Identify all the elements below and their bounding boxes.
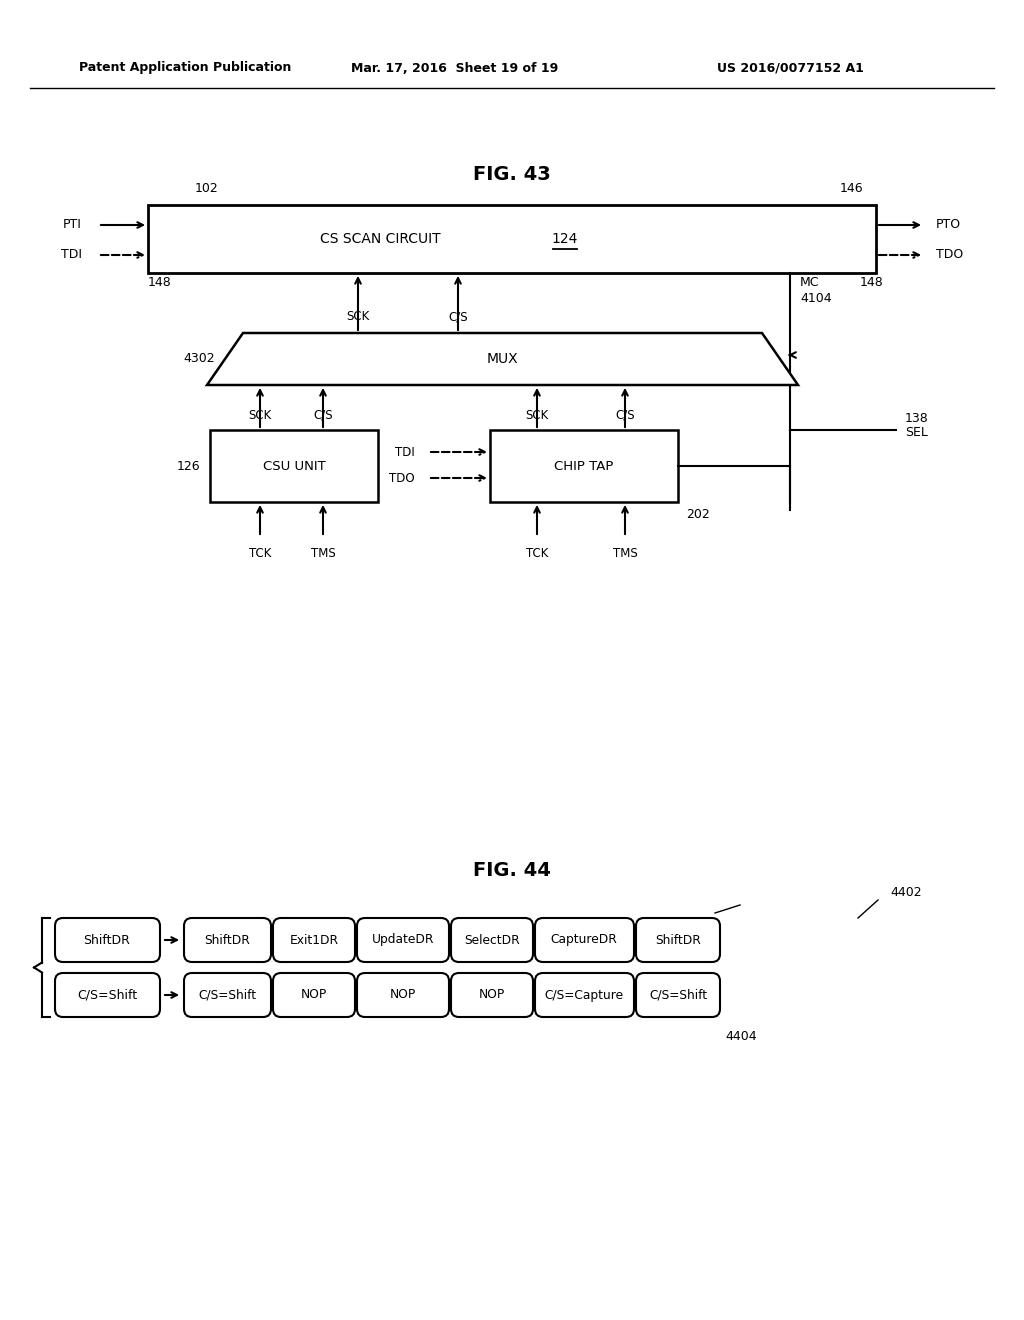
FancyBboxPatch shape	[451, 917, 534, 962]
Text: TMS: TMS	[612, 546, 637, 560]
Text: CHIP TAP: CHIP TAP	[554, 459, 613, 473]
Text: 4104: 4104	[800, 292, 831, 305]
Text: TCK: TCK	[249, 546, 271, 560]
Text: 148: 148	[148, 276, 172, 289]
FancyBboxPatch shape	[273, 917, 355, 962]
Text: TDO: TDO	[936, 248, 964, 261]
FancyBboxPatch shape	[184, 973, 271, 1016]
Text: SEL: SEL	[905, 426, 928, 440]
FancyBboxPatch shape	[451, 973, 534, 1016]
Text: 4404: 4404	[725, 1031, 757, 1044]
Text: Patent Application Publication: Patent Application Publication	[79, 62, 291, 74]
Polygon shape	[207, 333, 798, 385]
Text: TCK: TCK	[525, 546, 548, 560]
Text: 124: 124	[552, 232, 579, 246]
FancyBboxPatch shape	[535, 917, 634, 962]
Text: SCK: SCK	[249, 409, 271, 422]
Text: ShiftDR: ShiftDR	[655, 933, 700, 946]
Text: NOP: NOP	[479, 989, 505, 1002]
Text: PTO: PTO	[936, 219, 962, 231]
Text: 148: 148	[860, 276, 884, 289]
Text: SCK: SCK	[346, 310, 370, 323]
FancyBboxPatch shape	[273, 973, 355, 1016]
Text: ShiftDR: ShiftDR	[84, 933, 130, 946]
Text: C/S: C/S	[449, 310, 468, 323]
Text: UpdateDR: UpdateDR	[372, 933, 434, 946]
Text: 4402: 4402	[890, 886, 922, 899]
Text: C/S=Shift: C/S=Shift	[77, 989, 137, 1002]
Text: C/S: C/S	[615, 409, 635, 422]
FancyBboxPatch shape	[636, 973, 720, 1016]
Text: MC: MC	[800, 276, 819, 289]
FancyBboxPatch shape	[357, 973, 449, 1016]
Text: Mar. 17, 2016  Sheet 19 of 19: Mar. 17, 2016 Sheet 19 of 19	[351, 62, 559, 74]
Text: NOP: NOP	[301, 989, 327, 1002]
Text: Exit1DR: Exit1DR	[290, 933, 339, 946]
Text: C/S=Shift: C/S=Shift	[649, 989, 707, 1002]
Text: TMS: TMS	[310, 546, 336, 560]
FancyBboxPatch shape	[55, 917, 160, 962]
Text: ShiftDR: ShiftDR	[204, 933, 250, 946]
FancyBboxPatch shape	[535, 973, 634, 1016]
Text: 202: 202	[686, 507, 710, 520]
Bar	[148, 205, 876, 273]
Text: TDI: TDI	[395, 446, 415, 458]
Text: FIG. 43: FIG. 43	[473, 165, 551, 185]
FancyBboxPatch shape	[55, 973, 160, 1016]
Text: CaptureDR: CaptureDR	[551, 933, 617, 946]
Text: CS SCAN CIRCUIT: CS SCAN CIRCUIT	[319, 232, 440, 246]
Text: US 2016/0077152 A1: US 2016/0077152 A1	[717, 62, 863, 74]
Text: 146: 146	[840, 181, 863, 194]
Text: 126: 126	[176, 459, 200, 473]
Text: C/S=Shift: C/S=Shift	[198, 989, 256, 1002]
FancyBboxPatch shape	[184, 917, 271, 962]
Text: TDO: TDO	[389, 471, 415, 484]
Text: SelectDR: SelectDR	[464, 933, 520, 946]
Text: MUX: MUX	[486, 352, 518, 366]
Bar	[490, 430, 678, 502]
Text: C/S: C/S	[313, 409, 333, 422]
Text: 4302: 4302	[183, 352, 215, 366]
Bar	[210, 430, 378, 502]
Text: SCK: SCK	[525, 409, 549, 422]
FancyBboxPatch shape	[357, 917, 449, 962]
Text: CSU UNIT: CSU UNIT	[262, 459, 326, 473]
Text: PTI: PTI	[63, 219, 82, 231]
Text: FIG. 44: FIG. 44	[473, 861, 551, 879]
Text: 102: 102	[195, 181, 219, 194]
Text: TDI: TDI	[61, 248, 82, 261]
Text: C/S=Capture: C/S=Capture	[545, 989, 624, 1002]
Text: 138: 138	[905, 412, 929, 425]
FancyBboxPatch shape	[636, 917, 720, 962]
Text: NOP: NOP	[390, 989, 416, 1002]
